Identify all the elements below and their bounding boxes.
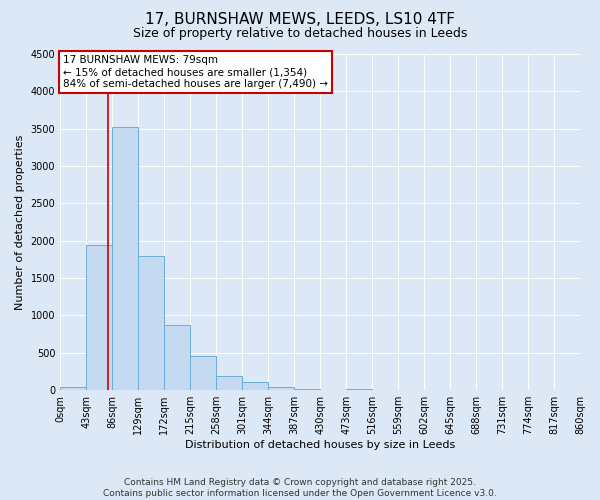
Bar — [190, 356, 216, 390]
Bar — [242, 382, 268, 390]
Bar — [164, 325, 190, 390]
Bar — [346, 389, 372, 390]
Bar — [268, 387, 294, 390]
Text: Size of property relative to detached houses in Leeds: Size of property relative to detached ho… — [133, 28, 467, 40]
Bar — [112, 127, 138, 390]
X-axis label: Distribution of detached houses by size in Leeds: Distribution of detached houses by size … — [185, 440, 455, 450]
Text: 17, BURNSHAW MEWS, LEEDS, LS10 4TF: 17, BURNSHAW MEWS, LEEDS, LS10 4TF — [145, 12, 455, 28]
Y-axis label: Number of detached properties: Number of detached properties — [15, 134, 25, 310]
Text: Contains HM Land Registry data © Crown copyright and database right 2025.
Contai: Contains HM Land Registry data © Crown c… — [103, 478, 497, 498]
Bar — [86, 244, 112, 390]
Bar — [60, 387, 86, 390]
Bar — [216, 376, 242, 390]
Bar — [138, 256, 164, 390]
Bar — [294, 388, 320, 390]
Text: 17 BURNSHAW MEWS: 79sqm
← 15% of detached houses are smaller (1,354)
84% of semi: 17 BURNSHAW MEWS: 79sqm ← 15% of detache… — [63, 56, 328, 88]
